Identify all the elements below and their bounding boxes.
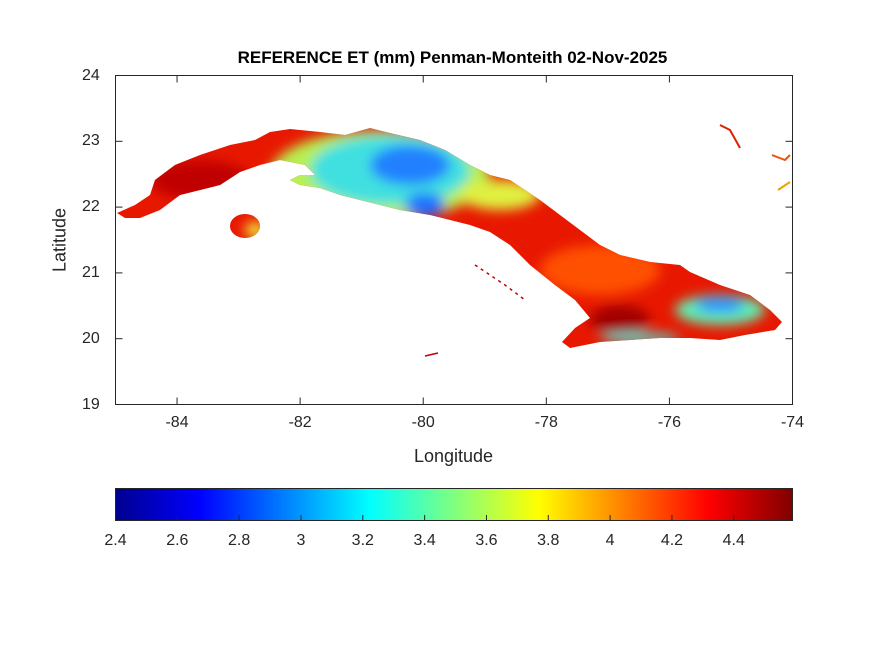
colorbar-tick-label: 3.8 [537, 532, 560, 549]
colorbar-tick-label: 4 [605, 532, 615, 549]
colorbar-tick-label: 4.2 [660, 532, 684, 549]
colorbar-tick-label: 4.4 [722, 532, 745, 549]
y-tick-label: 21 [82, 263, 100, 281]
y-tick-label: 22 [82, 198, 100, 216]
x-tick-label: -76 [657, 414, 681, 431]
x-tick-label: -80 [411, 414, 435, 431]
x-tick-label: -78 [534, 414, 558, 431]
colorbar [115, 488, 793, 521]
axes-box [115, 75, 793, 405]
colorbar-tick-label: 2.6 [166, 532, 189, 549]
colorbar-tick-label: 3.2 [351, 532, 374, 549]
colorbar-tick-label: 2.4 [104, 532, 127, 549]
y-axis-label: Latitude [49, 207, 70, 273]
x-tick-label: -84 [165, 414, 189, 431]
colorbar-tick-label: 2.8 [228, 532, 251, 549]
map-layer [117, 124, 791, 357]
x-tick-label: -82 [288, 414, 312, 431]
x-axis-label: Longitude [413, 446, 494, 466]
y-tick-label: 19 [82, 395, 100, 413]
colorbar-tick-label: 3.6 [475, 532, 498, 549]
colorbar-tick-label: 3 [296, 532, 306, 549]
colorbar-tick-label: 3.4 [413, 532, 436, 549]
chart-title: REFERENCE ET (mm) Penman-Monteith 02-Nov… [237, 48, 668, 67]
x-tick-label: -74 [780, 414, 805, 431]
y-tick-label: 20 [82, 329, 100, 347]
y-tick-label: 23 [82, 132, 100, 150]
y-tick-label: 24 [82, 66, 100, 84]
